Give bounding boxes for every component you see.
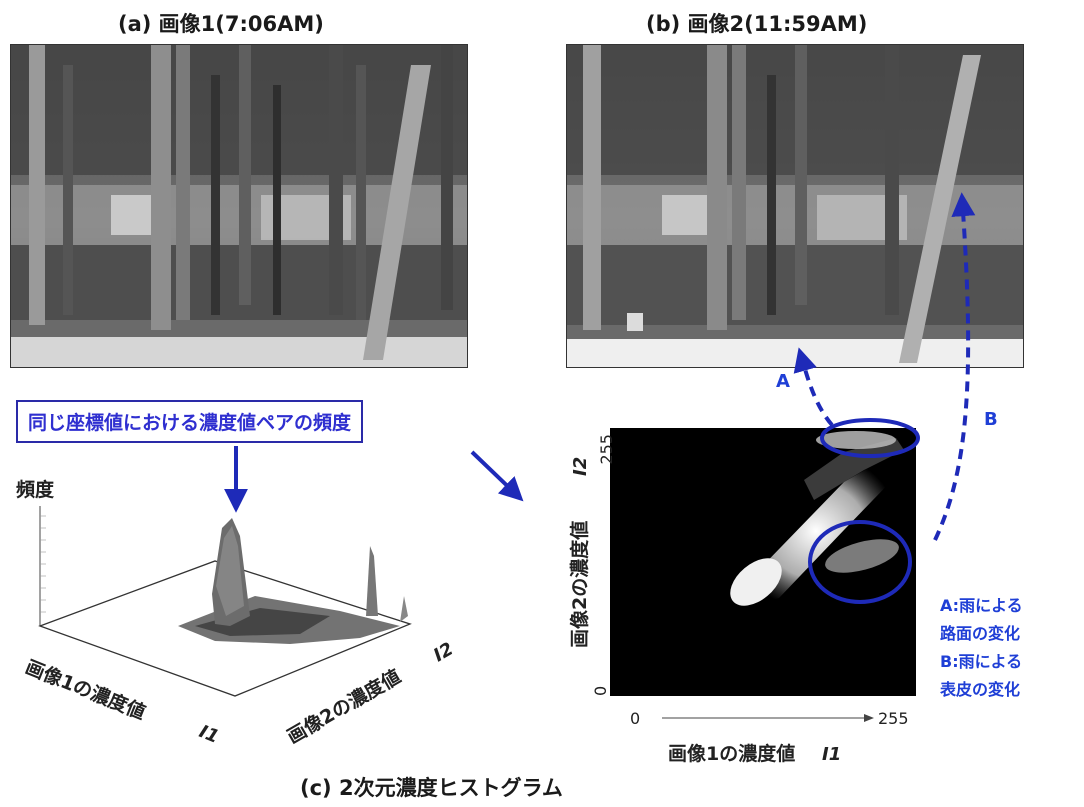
y-axis-label-3d: 画像2の濃度値 [283, 665, 405, 749]
histogram-3d: 頻度 画像1の濃度値 I1 画像2の濃度値 I2 [16, 478, 457, 749]
legend-b-line1: B:雨による [940, 652, 1023, 671]
callout-box: 同じ座標値における濃度値ペアの頻度 [16, 400, 364, 443]
x-symbol-3d: I1 [196, 721, 222, 748]
x-symbol-2d: I1 [822, 744, 841, 765]
x-min-2d: 0 [630, 709, 640, 728]
y-symbol-2d: I2 [570, 457, 591, 476]
histogram-2d: 255 0 画像2の濃度値 I2 0 255 画像1の濃度値 I1 [568, 418, 920, 765]
ellipse-a [820, 418, 920, 458]
caption-histogram: (c) 2次元濃度ヒストグラム [300, 776, 563, 800]
photo-image-2 [566, 44, 1024, 368]
legend-a-line2: 路面の変化 [940, 624, 1021, 643]
marker-a: A [776, 371, 790, 392]
x-axis-label-3d: 画像1の濃度値 [22, 655, 149, 724]
y-axis-label-2d: 画像2の濃度値 [568, 521, 591, 648]
y-symbol-3d: I2 [430, 639, 457, 667]
marker-b: B [984, 409, 998, 430]
legend-notes: A:雨による 路面の変化 B:雨による 表皮の変化 [940, 592, 1023, 704]
y-max-2d: 255 [597, 434, 616, 465]
x-axis-label-2d: 画像1の濃度値 [668, 742, 795, 765]
y-min-2d: 0 [591, 686, 610, 696]
ellipse-b [808, 520, 912, 604]
arrow-to-hist [470, 450, 524, 502]
z-axis-label: 頻度 [16, 478, 55, 501]
legend-b-line2: 表皮の変化 [940, 680, 1021, 699]
photo-image-1 [10, 44, 468, 368]
legend-a-line1: A:雨による [940, 596, 1023, 615]
x-max-2d: 255 [878, 709, 909, 728]
caption-image-2: (b) 画像2(11:59AM) [646, 12, 868, 36]
caption-image-1: (a) 画像1(7:06AM) [118, 12, 324, 36]
